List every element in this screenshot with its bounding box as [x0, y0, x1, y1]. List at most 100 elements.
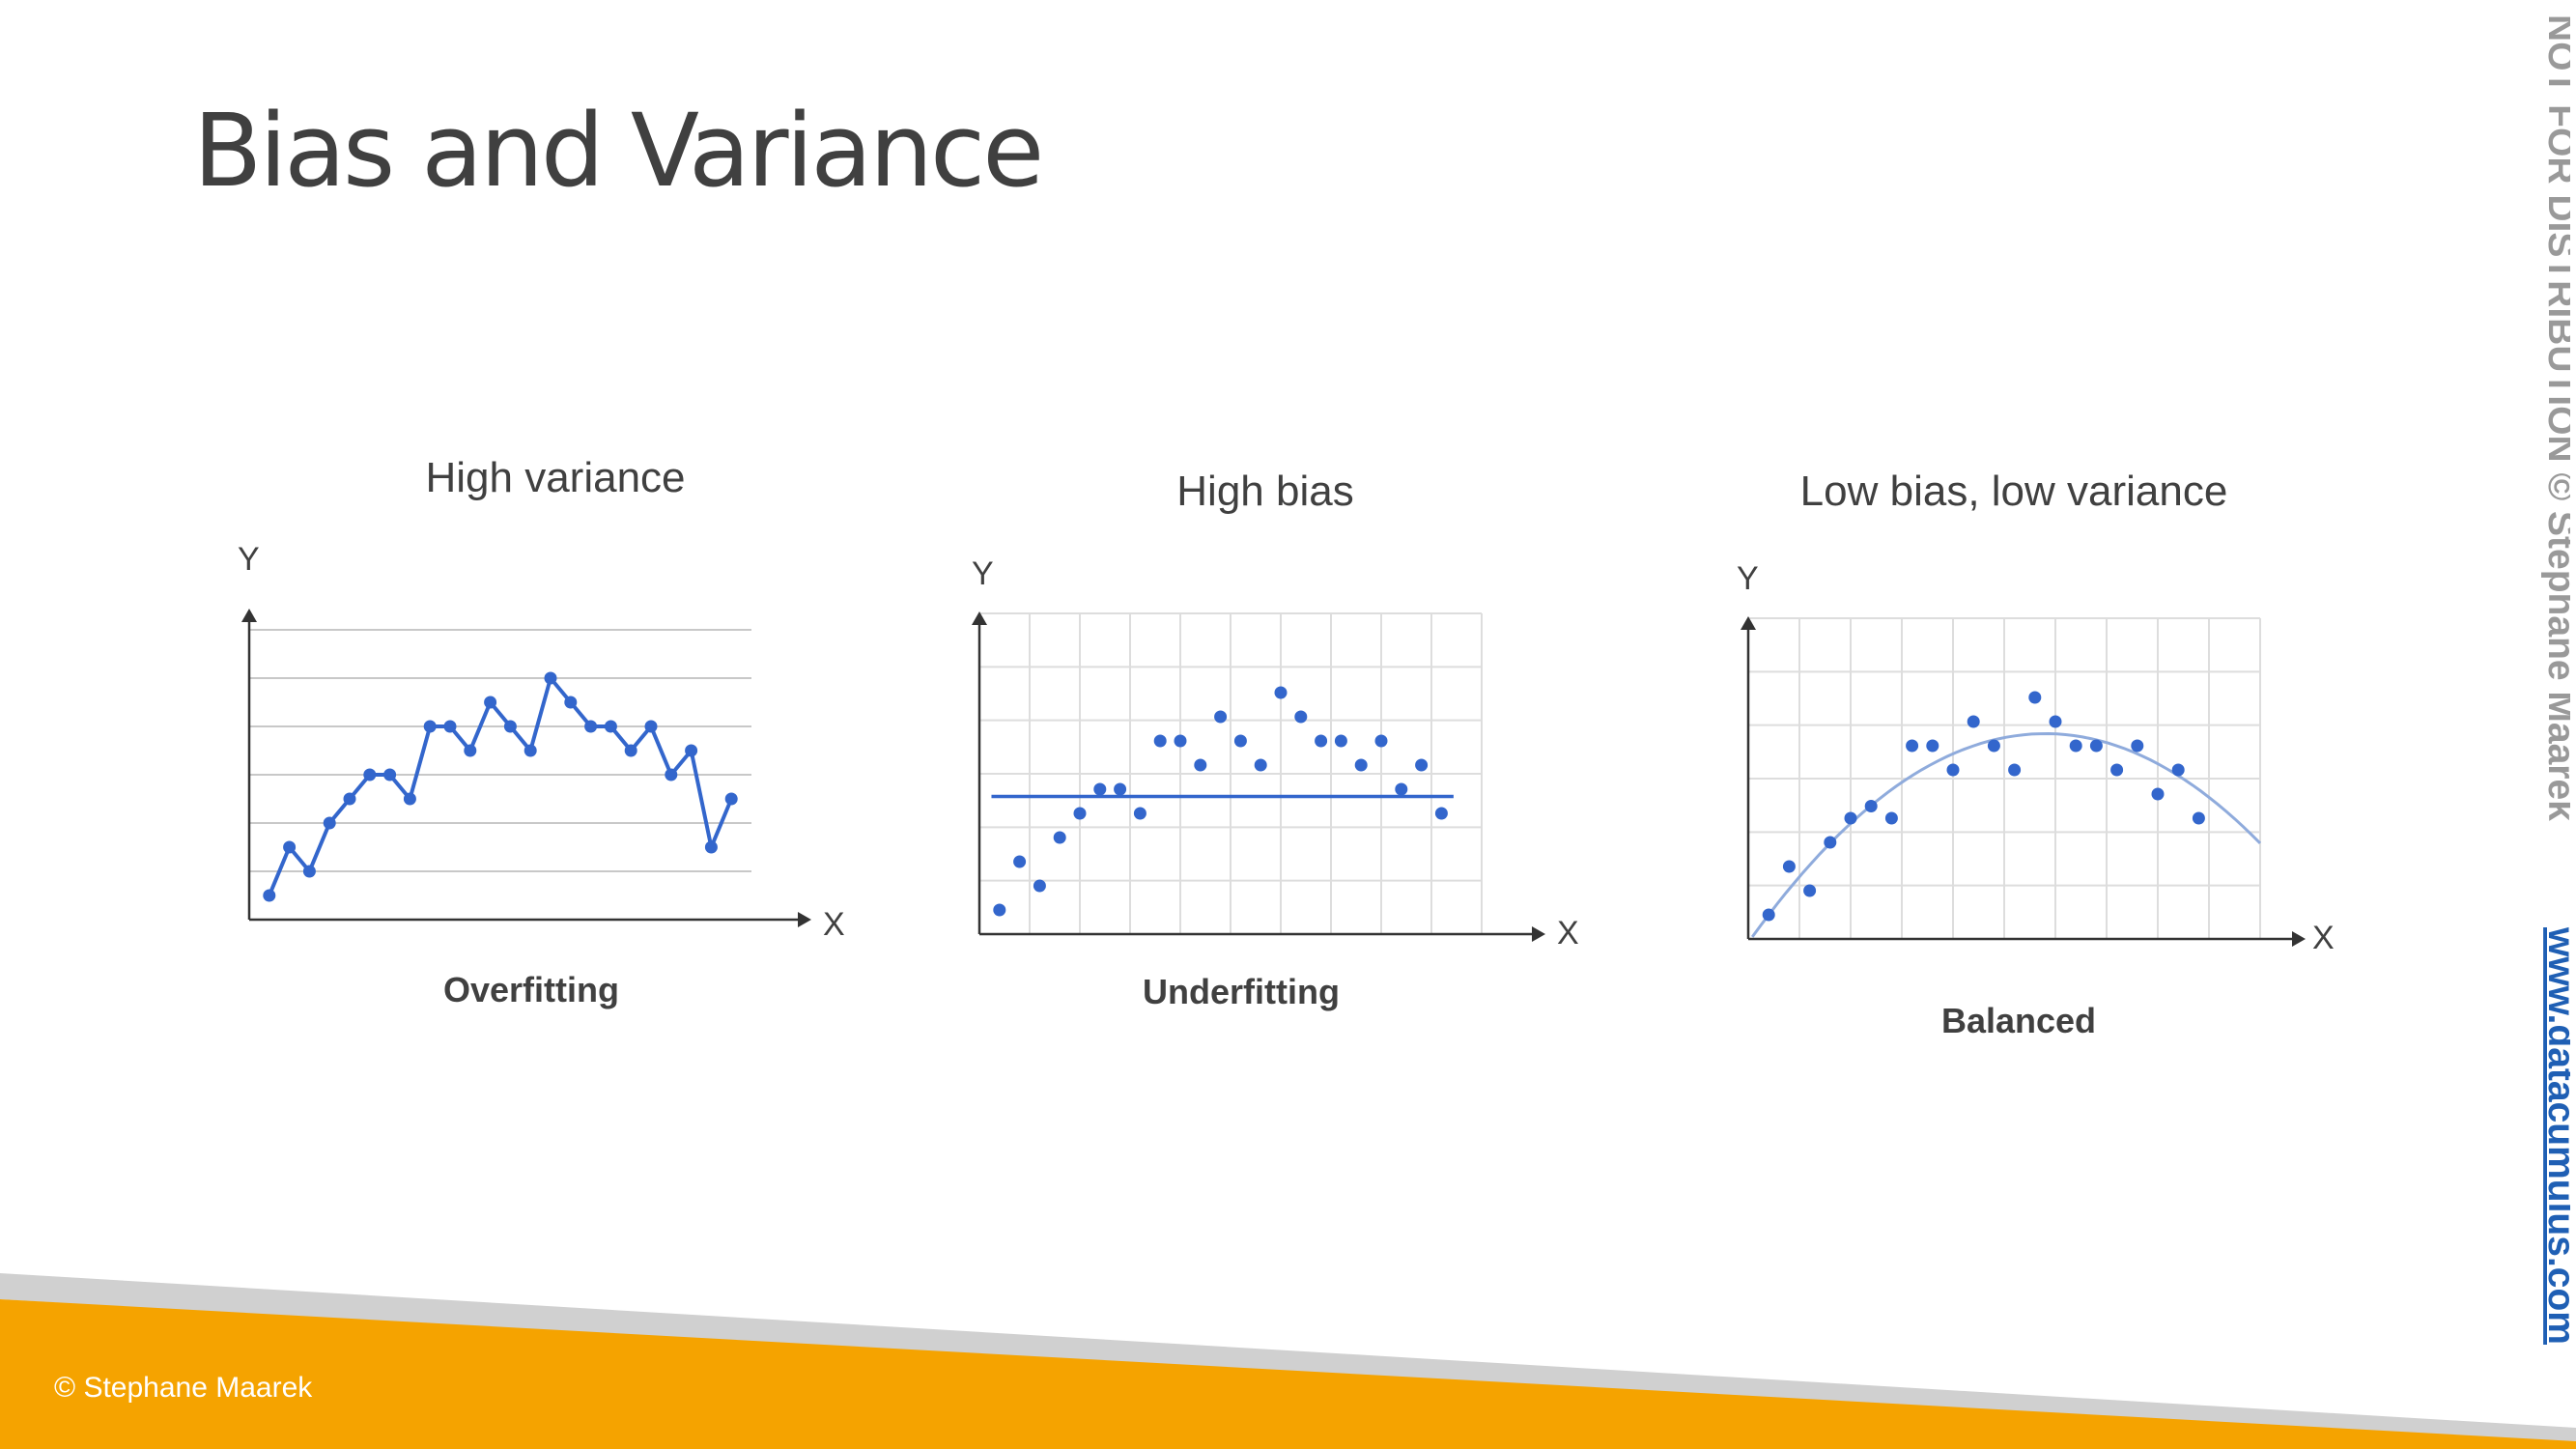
- grid: [1748, 617, 2261, 939]
- data-point: [1434, 807, 1448, 820]
- data-point: [503, 720, 517, 733]
- side-watermark: NOT FOR DISTRIBUTION © Stephane Maarek w…: [2540, 14, 2570, 1345]
- data-point: [2171, 763, 2185, 777]
- data-point: [644, 720, 658, 733]
- data-point: [1274, 686, 1288, 699]
- data-point: [1194, 758, 1207, 772]
- panel-caption-underfitting: Underfitting: [1143, 972, 1340, 1011]
- data-point: [1334, 734, 1347, 748]
- data-point: [524, 744, 537, 757]
- data-point: [1926, 739, 1939, 753]
- data-point: [1946, 763, 1960, 777]
- data-point: [443, 720, 457, 733]
- data-point: [464, 744, 477, 757]
- x-axis-arrow: [2292, 931, 2306, 947]
- data-point: [544, 671, 557, 685]
- data-point: [1803, 884, 1817, 897]
- data-point: [1174, 734, 1187, 748]
- data-point: [2192, 811, 2205, 825]
- x-axis-label: X: [823, 906, 845, 943]
- panel-title-balanced: Low bias, low variance: [1799, 468, 2228, 515]
- data-point: [1415, 758, 1429, 772]
- data-point: [2008, 763, 2022, 777]
- chart-high-bias: Y X: [972, 555, 1579, 952]
- fit-curve: [1750, 731, 2262, 938]
- data-point: [604, 720, 617, 733]
- y-axis-arrow: [1741, 616, 1756, 630]
- x-axis-arrow: [798, 912, 811, 927]
- chart-high-variance: Y X: [238, 541, 845, 943]
- data-point: [993, 903, 1006, 917]
- x-axis-arrow: [1532, 926, 1545, 942]
- data-point: [584, 720, 598, 733]
- data-point: [624, 744, 637, 757]
- data-point: [283, 840, 297, 854]
- data-point: [1844, 811, 1857, 825]
- data-point: [1254, 758, 1267, 772]
- data-point: [1884, 811, 1898, 825]
- data-point: [1987, 739, 2000, 753]
- data-point: [2089, 739, 2103, 753]
- slide-title: Bias and Variance: [193, 92, 1044, 210]
- panel-caption-balanced: Balanced: [1940, 1001, 2097, 1040]
- data-point: [1133, 807, 1146, 820]
- data-point: [1967, 715, 1980, 728]
- watermark-website-link[interactable]: www.datacumulus.com: [2540, 926, 2570, 1345]
- data-point: [1114, 782, 1127, 796]
- data-point: [2069, 739, 2082, 753]
- data-point: [1233, 734, 1247, 748]
- x-axis-label: X: [2312, 920, 2335, 956]
- chart-balanced: Y X: [1737, 560, 2335, 956]
- grey-stripe: [0, 1273, 2576, 1449]
- y-axis-label: Y: [972, 555, 994, 592]
- data-point: [1354, 758, 1368, 772]
- watermark-notice: NOT FOR DISTRIBUTION © Stephane Maarek: [2540, 14, 2570, 821]
- data-point: [564, 696, 578, 709]
- series-line: [267, 676, 734, 896]
- y-axis-arrow: [241, 609, 257, 622]
- data-point: [2131, 739, 2144, 753]
- data-point: [1864, 800, 1878, 812]
- data-point: [2151, 787, 2165, 801]
- data-point: [2028, 691, 2042, 704]
- data-point: [1782, 860, 1796, 873]
- data-point: [1214, 710, 1228, 724]
- data-point: [685, 744, 698, 757]
- panel-caption-overfitting: Overfitting: [442, 970, 619, 1009]
- data-point: [263, 889, 276, 902]
- panel-title-high-bias: High bias: [1176, 468, 1354, 515]
- data-point: [1053, 831, 1066, 844]
- y-axis-label: Y: [1737, 560, 1759, 597]
- data-point: [665, 768, 678, 781]
- data-point: [704, 840, 718, 854]
- panel-title-high-variance: High variance: [425, 454, 686, 501]
- data-point: [724, 792, 738, 806]
- data-point: [1315, 734, 1328, 748]
- data-point: [302, 865, 316, 878]
- data-point: [1374, 734, 1388, 748]
- grid: [979, 612, 1483, 934]
- data-point: [1033, 879, 1046, 893]
- data-point: [1093, 782, 1107, 796]
- data-point: [1824, 836, 1837, 849]
- data-point: [403, 792, 416, 806]
- data-point: [423, 720, 437, 733]
- data-point: [1153, 734, 1167, 748]
- orange-stripe: [0, 1299, 2576, 1449]
- footer-copyright: © Stephane Maarek: [54, 1372, 313, 1404]
- data-point: [1013, 855, 1027, 868]
- data-point: [323, 816, 336, 830]
- y-axis-arrow: [972, 611, 987, 625]
- data-point: [2110, 763, 2124, 777]
- data-point: [484, 696, 497, 709]
- data-point: [1906, 739, 1919, 753]
- data-point: [1294, 710, 1308, 724]
- data-point: [1762, 908, 1775, 922]
- data-point: [363, 768, 377, 781]
- data-point: [1395, 782, 1408, 796]
- data-point: [2049, 715, 2062, 728]
- x-axis-label: X: [1557, 915, 1579, 952]
- y-axis-label: Y: [238, 541, 260, 578]
- data-point: [1073, 807, 1087, 820]
